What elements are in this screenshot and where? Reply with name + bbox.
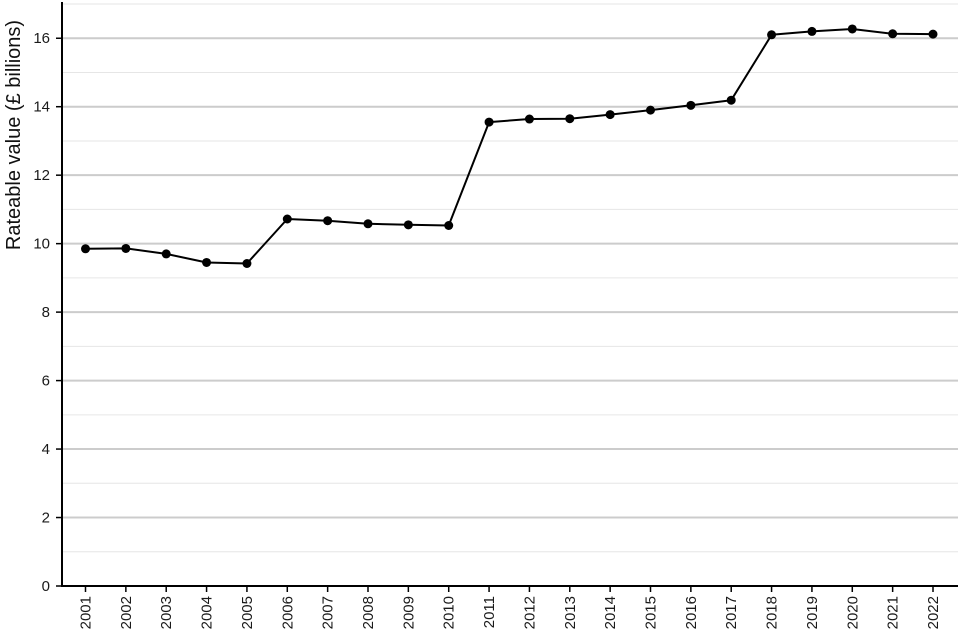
x-tick-label: 2006	[279, 596, 296, 629]
data-point	[686, 100, 696, 110]
data-point	[363, 219, 373, 229]
data-point	[403, 220, 413, 230]
x-tick-label: 2007	[320, 596, 337, 629]
y-tick-label: 4	[42, 441, 50, 458]
x-tick-label: 2003	[158, 596, 175, 629]
x-tick-label: 2015	[643, 596, 660, 629]
data-point	[282, 214, 292, 224]
data-point	[121, 243, 131, 253]
y-tick-label: 0	[42, 578, 50, 595]
y-tick-label: 8	[42, 304, 50, 321]
data-point	[202, 257, 212, 267]
x-tick-label: 2012	[521, 596, 538, 629]
data-point	[444, 221, 454, 231]
data-point	[565, 114, 575, 124]
x-tick-label: 2013	[562, 596, 579, 629]
data-point	[726, 95, 736, 105]
x-tick-label: 2018	[764, 596, 781, 629]
data-point	[242, 259, 252, 269]
x-tick-label: 2021	[885, 596, 902, 629]
x-tick-label: 2017	[723, 596, 740, 629]
x-tick-label: 2022	[925, 596, 942, 629]
y-tick-label: 6	[42, 373, 50, 390]
data-point	[81, 244, 90, 254]
data-point	[888, 29, 898, 39]
y-tick-label: 10	[33, 236, 50, 253]
data-point	[605, 110, 615, 120]
grid-lines	[62, 3, 958, 553]
y-tick-label: 12	[33, 167, 50, 184]
x-tick-labels: 2001 2002 2003 2004 2005 2006 2007 2008 2009 2010…	[78, 586, 942, 629]
x-tick-label: 2009	[400, 596, 417, 629]
data-point	[646, 105, 655, 115]
data-point	[161, 249, 171, 259]
data-point	[847, 24, 857, 34]
x-tick-label: 2020	[844, 596, 861, 629]
y-axis-title: Rateable value (£ billions)	[3, 20, 25, 250]
y-tick-label: 14	[33, 99, 50, 116]
x-tick-label: 2010	[441, 596, 458, 629]
x-tick-label: 2016	[683, 596, 700, 629]
data-point	[767, 30, 777, 40]
data-point	[807, 26, 817, 36]
x-tick-label: 2004	[199, 596, 216, 629]
x-tick-label: 2014	[602, 596, 619, 629]
y-tick-labels: 0 2 4 6 8 10 12 14 16	[33, 30, 62, 595]
x-tick-label: 2005	[239, 596, 256, 629]
x-tick-label: 2001	[78, 596, 95, 629]
x-tick-label: 2002	[118, 596, 135, 629]
x-tick-label: 2008	[360, 596, 377, 629]
series-line	[85, 28, 934, 265]
y-tick-label: 2	[42, 510, 50, 527]
data-point	[323, 216, 333, 226]
data-point	[484, 117, 494, 127]
x-tick-label: 2011	[481, 596, 498, 628]
data-point	[928, 29, 938, 39]
series-group	[81, 24, 938, 269]
axes	[61, 2, 958, 587]
x-tick-label: 2019	[804, 596, 821, 629]
y-tick-label: 16	[33, 30, 50, 47]
data-point	[524, 114, 534, 124]
